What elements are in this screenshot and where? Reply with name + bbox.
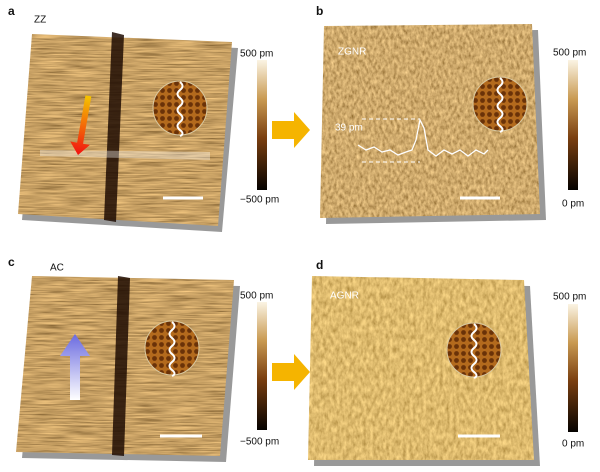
colorbar-min: 0 pm [562, 199, 584, 210]
panel-d: d AGNR 500 pm 0 pm [308, 258, 586, 466]
panel-label: c [8, 255, 15, 269]
panel-label: b [316, 4, 323, 18]
panel-b: b ZGNR 39 pm 500 pm 0 pm [316, 4, 586, 224]
colorbar-min: −500 pm [240, 195, 279, 206]
height-annotation: 39 pm [335, 123, 363, 134]
sample-label: ZGNR [338, 47, 366, 58]
colorbar-max: 500 pm [553, 292, 586, 303]
sample-label: AC [50, 263, 64, 274]
colorbar-max: 500 pm [240, 291, 273, 302]
panel-label: a [8, 4, 15, 18]
colorbar-max: 500 pm [240, 49, 273, 60]
panel-a: a ZZ 500 pm −500 pm [8, 4, 310, 232]
sample-label: ZZ [34, 15, 46, 26]
colorbar-min: −500 pm [240, 437, 279, 448]
sample-label: AGNR [330, 291, 359, 302]
colorbar-max: 500 pm [553, 48, 586, 59]
panel-c: c AC 500 pm −500 pm [8, 255, 310, 462]
panel-label: d [316, 258, 323, 272]
colorbar-min: 0 pm [562, 439, 584, 450]
